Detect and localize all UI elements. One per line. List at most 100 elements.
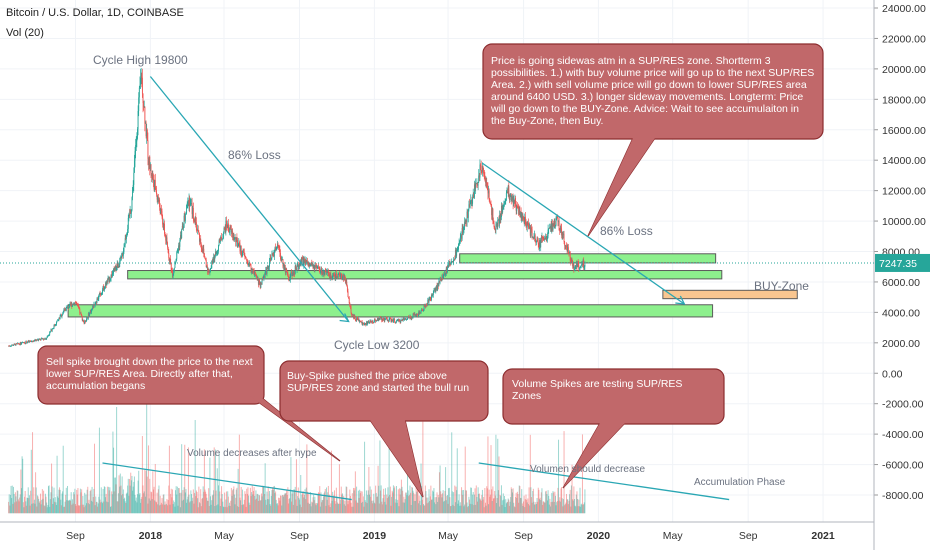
candle-body	[278, 246, 280, 250]
volume-bar	[245, 493, 247, 514]
candle-body	[371, 320, 373, 323]
candle-body	[262, 278, 264, 280]
candle-body	[558, 221, 560, 231]
volume-bar	[572, 499, 574, 514]
candle-body	[568, 252, 570, 255]
candle-body	[290, 272, 292, 277]
candle-body	[446, 268, 448, 273]
volume-bar	[555, 505, 557, 514]
volume-bar	[434, 497, 436, 514]
candle-body	[11, 345, 13, 347]
volume-bar	[451, 432, 453, 514]
volume-bar	[219, 506, 221, 514]
candle-body	[78, 308, 80, 310]
volume-bar	[316, 503, 318, 514]
volume-bar	[582, 504, 584, 514]
volume-bar	[489, 494, 491, 514]
candle-body	[214, 251, 216, 256]
candle-body	[541, 236, 543, 239]
volume-bar	[376, 496, 378, 514]
candle-body	[184, 215, 186, 221]
volume-bar	[341, 494, 343, 514]
candle-body	[353, 315, 355, 319]
volume-bar	[517, 493, 519, 514]
volume-bar	[262, 486, 264, 514]
volume-bar	[176, 486, 178, 514]
candle-body	[235, 237, 237, 243]
candle-body	[199, 238, 201, 242]
candle-body	[8, 345, 10, 347]
candle-body	[334, 275, 335, 277]
volume-bar	[154, 500, 156, 514]
candle-body	[464, 221, 466, 224]
volume-bar	[531, 502, 533, 514]
candle-body	[327, 271, 329, 275]
volume-bar	[215, 490, 217, 514]
volume-bar	[389, 486, 391, 514]
candle-body	[516, 206, 518, 207]
volume-bar	[59, 487, 61, 514]
candle-body	[139, 84, 141, 88]
candle-body	[192, 207, 194, 215]
volume-bar	[54, 497, 56, 514]
candle-body	[110, 278, 111, 280]
candle-body	[105, 282, 107, 286]
volume-indicator-label[interactable]: Vol (20)	[6, 27, 44, 39]
volume-bar	[184, 444, 186, 514]
volume-bar	[276, 503, 278, 514]
volume-bar	[581, 503, 583, 514]
candle-body	[125, 238, 127, 240]
candle-body	[386, 318, 388, 321]
volume-bar	[34, 503, 36, 514]
volume-bar	[325, 505, 327, 514]
candle-body	[492, 208, 494, 221]
volume-bar	[569, 489, 571, 514]
x-tick-label: Sep	[739, 530, 758, 542]
x-tick-label: May	[663, 530, 684, 542]
candle-body	[426, 304, 428, 305]
volume-bar	[168, 445, 170, 514]
volume-bar	[521, 503, 523, 514]
candle-body	[157, 196, 159, 202]
candle-body	[520, 211, 522, 219]
candle-body	[556, 217, 558, 218]
volume-bar	[289, 498, 291, 514]
candle-body	[385, 318, 387, 319]
volume-bar	[558, 500, 560, 514]
volume-bar	[188, 494, 190, 514]
volume-bar	[72, 503, 74, 514]
candle-body	[528, 222, 529, 228]
candle-body	[453, 258, 455, 260]
volume-bar	[546, 494, 548, 514]
candle-body	[438, 280, 440, 287]
candle-body	[519, 210, 521, 217]
volume-bar	[340, 486, 342, 514]
candle-body	[422, 310, 424, 311]
candle-body	[271, 253, 273, 258]
volume-bar	[163, 494, 165, 514]
volume-bar	[275, 499, 277, 514]
volume-bar	[327, 492, 329, 514]
volume-bar	[206, 497, 208, 514]
candle-body	[326, 271, 328, 273]
volume-bar	[85, 494, 87, 514]
volume-bar	[545, 491, 547, 514]
volume-bar	[276, 503, 278, 514]
candle-body	[114, 268, 116, 269]
volume-bar	[304, 489, 306, 514]
volume-bar	[492, 486, 494, 514]
candle-body	[319, 268, 321, 273]
volume-bar	[74, 504, 76, 514]
candle-body	[472, 193, 474, 198]
candle-body	[547, 236, 548, 240]
volume-bar	[370, 489, 372, 514]
volume-bar	[527, 504, 529, 514]
volume-bar	[192, 489, 194, 514]
candle-body	[549, 227, 551, 229]
candle-body	[296, 265, 298, 271]
volume-bar	[342, 500, 344, 514]
volume-bar	[154, 463, 156, 514]
volume-bar	[457, 503, 459, 514]
